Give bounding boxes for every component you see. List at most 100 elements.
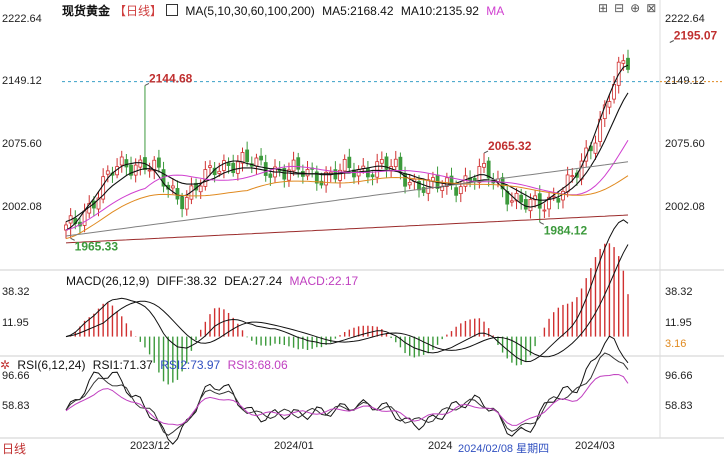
- series-line-ma5: [65, 64, 629, 231]
- macd-tick-2-left: 11.95: [2, 317, 29, 329]
- candle-body: [268, 173, 273, 178]
- macd-tick-3-right: 3.16: [665, 338, 687, 350]
- add-indicator-icon[interactable]: ⊕: [630, 1, 647, 15]
- ma10-value: MA10:2135.92: [400, 4, 479, 18]
- candle-body: [184, 197, 189, 210]
- ma200-line: [65, 214, 629, 244]
- annotation-leader: [70, 237, 75, 241]
- candle-body: [291, 159, 296, 172]
- macd-tick-1-right: 38.32: [665, 286, 693, 298]
- price-tick-4-left: 2002.08: [2, 201, 42, 213]
- candle-body: [454, 187, 459, 196]
- candle-body: [296, 157, 301, 170]
- candle-body: [314, 171, 319, 184]
- candle-body: [379, 159, 384, 164]
- candle-body: [324, 171, 328, 186]
- candle-body: [393, 158, 398, 168]
- expand-icon[interactable]: ⊞: [598, 1, 615, 15]
- candle-body: [82, 210, 87, 226]
- date-label-jan: 2024/01: [274, 440, 314, 452]
- ma-label: MA(5,10,30,60,100,200): [185, 4, 315, 18]
- candle-body: [509, 200, 514, 203]
- annotation-leader: [144, 83, 150, 86]
- rsi-label: RSI(6,12,24): [17, 358, 86, 372]
- candle-body: [561, 190, 565, 201]
- candle-body: [342, 159, 347, 172]
- macd-dea-line: [65, 244, 629, 358]
- date-label-cursor: 2024/02/08 星期四: [458, 443, 550, 455]
- candle-body: [240, 152, 245, 164]
- chart-header: 现货黄金 【日线】 MA(5,10,30,60,100,200) MA5:2168…: [62, 2, 508, 19]
- ma-toggle-icon[interactable]: [166, 4, 179, 16]
- macd-dea: DEA:27.24: [224, 274, 283, 288]
- rsi-tick-1-right: 96.66: [665, 370, 693, 382]
- candle-body: [486, 160, 491, 179]
- candle-body: [129, 164, 133, 176]
- candle-body: [621, 60, 626, 64]
- candle-body: [523, 199, 528, 210]
- macd-value: MACD:22.17: [289, 274, 359, 288]
- candle-body: [556, 198, 561, 203]
- date-label-2024: 2024: [428, 440, 453, 452]
- toolbar: ⊞⊟⊕⊠: [598, 1, 662, 15]
- candle-body: [305, 169, 310, 177]
- period-label[interactable]: 【日线】: [114, 4, 163, 18]
- candle-body: [463, 175, 468, 187]
- candle-body: [222, 160, 226, 171]
- rsi-tick-2-right: 58.83: [665, 400, 693, 412]
- candle-body: [119, 156, 124, 166]
- candle-body: [407, 181, 412, 186]
- candle-body: [338, 169, 342, 181]
- macd-header: MACD(26,12,9) DIFF:38.32 DEA:27.24 MACD:…: [66, 274, 362, 288]
- instrument-title: 现货黄金: [62, 4, 111, 18]
- candle-body: [421, 187, 426, 193]
- candle-body: [226, 162, 231, 166]
- price-annotation: 1984.12: [544, 223, 588, 237]
- rsi-tick-1-left: 96.66: [2, 370, 30, 382]
- candle-body: [180, 196, 185, 210]
- price-annotation: 2195.07: [674, 29, 718, 43]
- price-tick-3-right: 2075.60: [665, 138, 705, 150]
- price-tick-3-left: 2075.60: [2, 138, 42, 150]
- candle-body: [217, 170, 222, 174]
- rsi-tick-2-left: 58.83: [2, 400, 30, 412]
- candle-body: [398, 156, 403, 172]
- candle-body: [105, 170, 110, 175]
- candle-body: [198, 185, 203, 193]
- candle-body: [547, 196, 551, 210]
- candle-body: [347, 156, 352, 169]
- rsi-header: ✲ RSI(6,12,24) RSI1:71.37 RSI2:73.97 RSI…: [0, 358, 292, 372]
- candle-body: [319, 180, 324, 186]
- period-footer[interactable]: 日线: [2, 442, 27, 456]
- price-tick-2-right: 2149.12: [665, 75, 705, 87]
- candle-body: [259, 155, 263, 161]
- shrink-icon[interactable]: ⊟: [614, 1, 631, 15]
- macd-diff: DIFF:38.32: [156, 274, 217, 288]
- date-label-dec: 2023/12: [130, 440, 170, 452]
- close-icon[interactable]: ⊠: [646, 1, 663, 15]
- annotation-leader: [539, 221, 544, 225]
- candle-body: [528, 198, 533, 212]
- candle-body: [170, 185, 175, 189]
- candle-body: [482, 163, 486, 168]
- price-tick-top-left: 2222.64: [2, 13, 42, 25]
- candle-body: [133, 164, 138, 176]
- candle-body: [626, 57, 630, 70]
- settings-icon[interactable]: ✲: [0, 358, 11, 372]
- price-annotation: 1965.33: [75, 239, 119, 253]
- rsi3-value: RSI3:68.06: [227, 358, 288, 372]
- candle-body: [208, 165, 212, 168]
- rsi2-value: RSI2:73.97: [160, 358, 221, 372]
- ma100-line: [65, 161, 629, 237]
- candle-body: [570, 175, 575, 178]
- macd-tick-1-left: 38.32: [2, 286, 30, 298]
- ma30-line: [65, 139, 629, 231]
- candle-body: [375, 161, 380, 178]
- candle-body: [287, 169, 291, 181]
- candle-body: [593, 142, 598, 154]
- candle-body: [542, 209, 547, 212]
- candle-body: [519, 194, 524, 203]
- candle-body: [458, 186, 463, 195]
- series-line-ma10: [65, 92, 629, 223]
